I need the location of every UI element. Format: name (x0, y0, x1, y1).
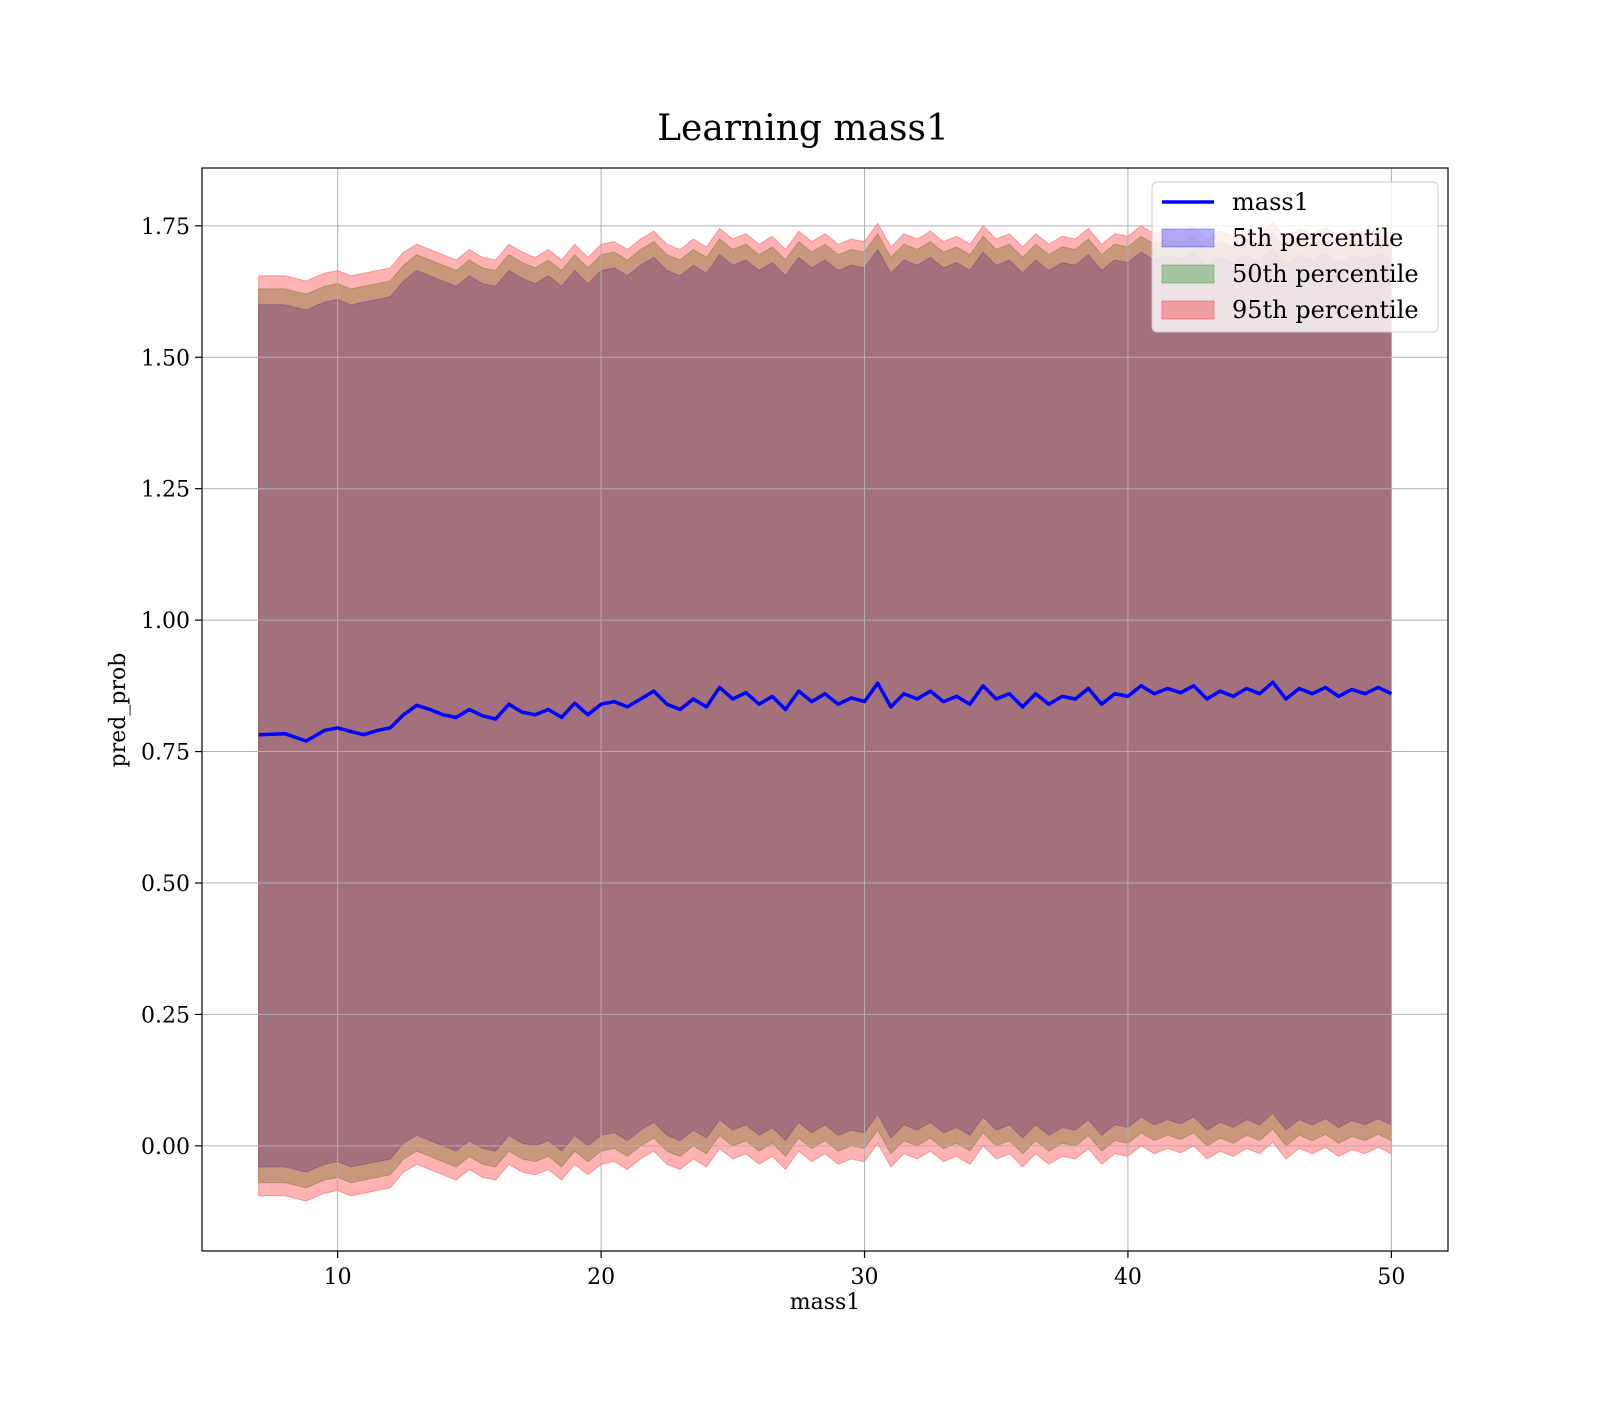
y-tick-label: 0.00 (141, 1135, 190, 1160)
x-tick-label: 50 (1377, 1265, 1405, 1290)
legend: mass1 5th percentile 50th percentile 95th p… (1151, 181, 1439, 333)
x-tick-label: 20 (587, 1265, 615, 1290)
y-tick-label: 0.50 (141, 872, 190, 897)
legend-band-swatch (1161, 228, 1215, 248)
y-tick-label: 1.75 (141, 215, 190, 240)
line-layer (258, 680, 1393, 743)
y-tick-label: 0.25 (141, 1003, 190, 1028)
legend-box (1151, 181, 1439, 333)
y-tick-label: 1.00 (141, 609, 190, 634)
band-3 (258, 221, 1392, 1202)
series-line (258, 680, 1393, 743)
x-axis-label: mass1 (790, 1290, 861, 1315)
legend-entry-label: 50th percentile (1232, 260, 1419, 288)
bands-layer (258, 221, 1392, 1202)
legend-band-swatch (1161, 300, 1215, 320)
x-tick-label: 30 (851, 1265, 879, 1290)
legend-entry-label: mass1 (1232, 188, 1309, 216)
y-tick-label: 1.25 (141, 478, 190, 503)
x-tick-label: 10 (324, 1265, 352, 1290)
legend-entry-label: 5th percentile (1232, 224, 1403, 252)
chart-title: Learning mass1 (657, 108, 949, 149)
y-axis-label: pred_prob (106, 653, 131, 768)
plot-frame (201, 167, 1449, 1252)
y-tick-label: 1.50 (141, 346, 190, 371)
y-ticks-layer: 0.00 0.25 0.50 0.75 1.00 1.25 1.50 1.75 (141, 215, 202, 1160)
grid-layer (202, 168, 1448, 1251)
legend-band-swatch (1161, 264, 1215, 284)
x-tick-label: 40 (1114, 1265, 1142, 1290)
y-tick-label: 0.75 (141, 741, 190, 766)
legend-entry-label: 95th percentile (1232, 296, 1419, 324)
x-ticks-layer: 10 20 30 40 50 (324, 1251, 1405, 1290)
